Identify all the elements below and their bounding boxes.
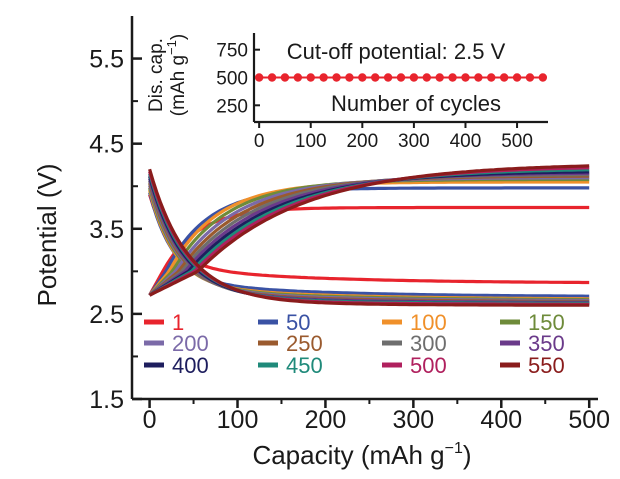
inset-y-axis-label-line1: Dis. cap.	[146, 38, 167, 112]
legend-label-300: 300	[410, 331, 447, 356]
inset-x-tick-label: 300	[398, 131, 430, 152]
inset-data-point	[358, 73, 367, 82]
charge-curve-400	[148, 170, 590, 297]
inset-x-axis-label: Number of cycles	[331, 91, 501, 116]
legend-label-50: 50	[286, 310, 310, 335]
inset-y-axis-label-line2: (mAh g−1)	[164, 34, 189, 116]
charge-curve-50	[148, 186, 590, 297]
legend-label-500: 500	[410, 353, 447, 378]
inset-x-tick-label: 200	[346, 131, 378, 152]
x-tick-label: 0	[143, 406, 157, 434]
inset-x-tick-label: 500	[501, 131, 533, 152]
inset-data-point	[280, 73, 290, 82]
x-tick-label: 200	[305, 406, 347, 434]
inset-data-point	[422, 73, 431, 82]
inset-x-tick-label: 400	[450, 131, 482, 152]
x-tick-label: 300	[392, 406, 434, 434]
inset-y-tick-label: 750	[216, 41, 248, 62]
y-tick-label: 2.5	[89, 301, 124, 329]
inset-y-tick-label: 250	[216, 96, 248, 117]
legend-label-1: 1	[172, 310, 184, 335]
inset-data-point	[267, 73, 277, 82]
inset-y-ticks: 250 500 750	[216, 41, 260, 117]
inset-data-point	[319, 73, 328, 82]
y-tick-label: 3.5	[89, 216, 124, 244]
x-tick-label: 400	[480, 406, 522, 434]
inset-y-tick-label: 500	[216, 69, 248, 90]
inset-data-point	[435, 73, 444, 82]
inset-data-point	[499, 73, 509, 82]
y-tick-label: 1.5	[89, 386, 124, 414]
charge-curve-300	[148, 173, 590, 297]
inset-x-ticks: 0 100 200 300 400 500	[254, 122, 533, 152]
x-tick-label: 100	[217, 406, 259, 434]
inset-data-point	[306, 73, 315, 82]
inset-data-point	[254, 73, 264, 82]
legend-label-250: 250	[286, 331, 323, 356]
inset-data-point	[461, 73, 470, 82]
main-axes: 1.52.53.54.55.5 0 100 200 300 400 500	[89, 16, 610, 434]
inset-x-tick-label: 100	[295, 131, 327, 152]
inset-data-point	[487, 73, 496, 82]
main-x-axis-label: Capacity (mAh g−1)	[252, 440, 471, 470]
main-plot: 1.52.53.54.55.5 0 100 200 300 400 500 Potenti…	[32, 16, 610, 470]
y-tick-label: 4.5	[89, 131, 124, 159]
discharge-curve-1	[148, 194, 590, 285]
inset-data-point	[371, 73, 380, 82]
main-y-ticks: 1.5 2.5 3.5 4.5 5.5	[89, 46, 142, 414]
main-x-ticks: 0 100 200 300 400 500	[143, 399, 610, 434]
inset-data-point	[474, 73, 483, 82]
legend-label-150: 150	[528, 310, 565, 335]
inset-data-point	[396, 73, 406, 82]
inset-x-tick-label: 0	[254, 131, 265, 152]
inset-data-point	[525, 73, 535, 82]
legend-label-550: 550	[528, 353, 565, 378]
legend-label-100: 100	[410, 310, 447, 335]
main-y-axis-label: Potential (V)	[32, 163, 62, 306]
inset-data-point	[512, 73, 522, 82]
charge-curve-550	[148, 164, 590, 297]
legend-label-400: 400	[172, 353, 209, 378]
legend-label-450: 450	[286, 353, 323, 378]
y-tick-label: 5.5	[89, 46, 124, 74]
x-tick-label: 500	[568, 406, 610, 434]
inset-points	[254, 73, 548, 82]
inset-data-point	[293, 73, 303, 82]
legend-label-200: 200	[172, 331, 209, 356]
inset-plot: 250 500 750 0 100 200 300 400 500 Cut-off poten…	[146, 33, 548, 152]
inset-data-point	[345, 73, 354, 82]
inset-title: Cut-off potential: 2.5 V	[287, 39, 506, 64]
inset-data-point	[448, 73, 457, 82]
inset-data-point	[383, 73, 393, 82]
legend-label-350: 350	[528, 331, 565, 356]
main-curves	[148, 164, 590, 307]
discharge-curve-550	[148, 168, 590, 307]
inset-data-point	[332, 73, 341, 82]
inset-data-point	[409, 73, 419, 82]
inset-data-point	[538, 73, 548, 82]
